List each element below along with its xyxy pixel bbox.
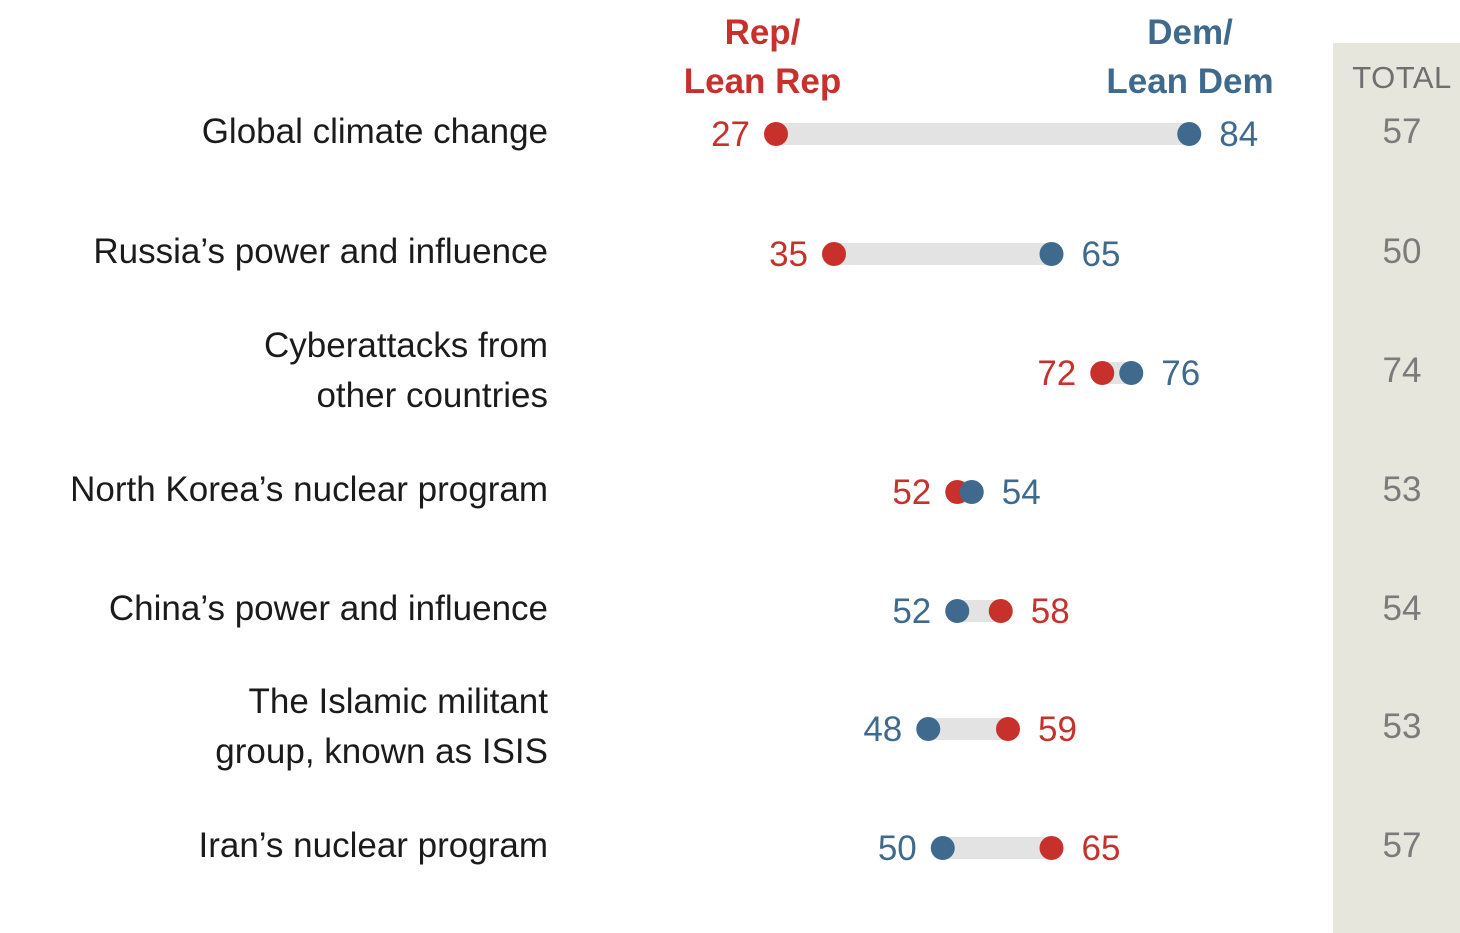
rep-value-label: 27 <box>711 115 750 154</box>
dem-dot <box>1119 361 1144 385</box>
dem-dot <box>1177 122 1202 146</box>
category-label-line: group, known as ISIS <box>215 732 548 771</box>
category-label-line: Russia’s power and influence <box>93 232 548 271</box>
dem-value-label: 76 <box>1161 354 1200 393</box>
total-value: 57 <box>1382 112 1422 151</box>
rep-dot <box>988 599 1013 623</box>
rep-header-line-2: Lean Rep <box>683 62 842 101</box>
rep-dot <box>1039 836 1064 860</box>
category-label: Cyberattacks from other countries <box>264 321 548 421</box>
rep-value-label: 52 <box>892 473 931 512</box>
dem-dot <box>945 599 970 623</box>
total-value: 74 <box>1382 351 1422 390</box>
dem-lean-dem-header: Dem/ Lean Dem <box>1085 8 1295 106</box>
rep-value-label: 58 <box>1031 592 1070 631</box>
rep-dot <box>996 717 1020 741</box>
category-label: Iran’s nuclear program <box>198 821 548 871</box>
dem-dot <box>930 836 955 860</box>
rep-dot <box>1090 361 1115 385</box>
category-label-line: other countries <box>316 376 548 415</box>
category-label: North Korea’s nuclear program <box>70 465 548 515</box>
rep-dot <box>822 242 846 266</box>
total-value: 53 <box>1382 707 1422 746</box>
category-label-line: China’s power and influence <box>108 589 548 628</box>
total-value: 53 <box>1382 470 1422 509</box>
total-value: 57 <box>1382 826 1422 865</box>
rep-value-label: 35 <box>769 235 808 274</box>
rep-header-line-1: Rep/ <box>724 13 801 52</box>
dem-value-label: 65 <box>1082 235 1121 274</box>
category-label: The Islamic militant group, known as ISIS <box>215 677 548 777</box>
total-header: TOTAL <box>1352 60 1452 95</box>
dem-value-label: 52 <box>892 592 931 631</box>
dem-value-label: 50 <box>878 829 917 868</box>
category-label-line: Global climate change <box>201 112 548 151</box>
rep-value-label: 65 <box>1082 829 1121 868</box>
dem-dot <box>1039 242 1064 266</box>
category-label-line: North Korea’s nuclear program <box>70 470 548 509</box>
category-label: China’s power and influence <box>109 584 548 634</box>
rep-value-label: 72 <box>1037 354 1076 393</box>
category-label-line: The Islamic militant <box>248 682 548 721</box>
dem-header-line-2: Lean Dem <box>1106 62 1274 101</box>
category-label-line: Cyberattacks from <box>264 326 548 365</box>
dem-value-label: 54 <box>1002 473 1041 512</box>
dem-value-label: 84 <box>1219 115 1258 154</box>
dem-header-line-1: Dem/ <box>1147 13 1233 52</box>
total-value: 54 <box>1382 589 1422 628</box>
total-column-background <box>1333 43 1460 933</box>
rep-value-label: 59 <box>1038 710 1077 749</box>
dem-value-label: 48 <box>863 710 902 749</box>
category-label-line: Iran’s nuclear program <box>198 826 548 865</box>
category-label: Global climate change <box>202 107 548 157</box>
total-value: 50 <box>1382 232 1422 271</box>
rep-lean-rep-header: Rep/ Lean Rep <box>660 8 865 106</box>
rep-dot <box>764 122 788 146</box>
dem-dot <box>916 717 941 741</box>
category-label: Russia’s power and influence <box>93 227 548 277</box>
dem-dot <box>959 480 984 504</box>
